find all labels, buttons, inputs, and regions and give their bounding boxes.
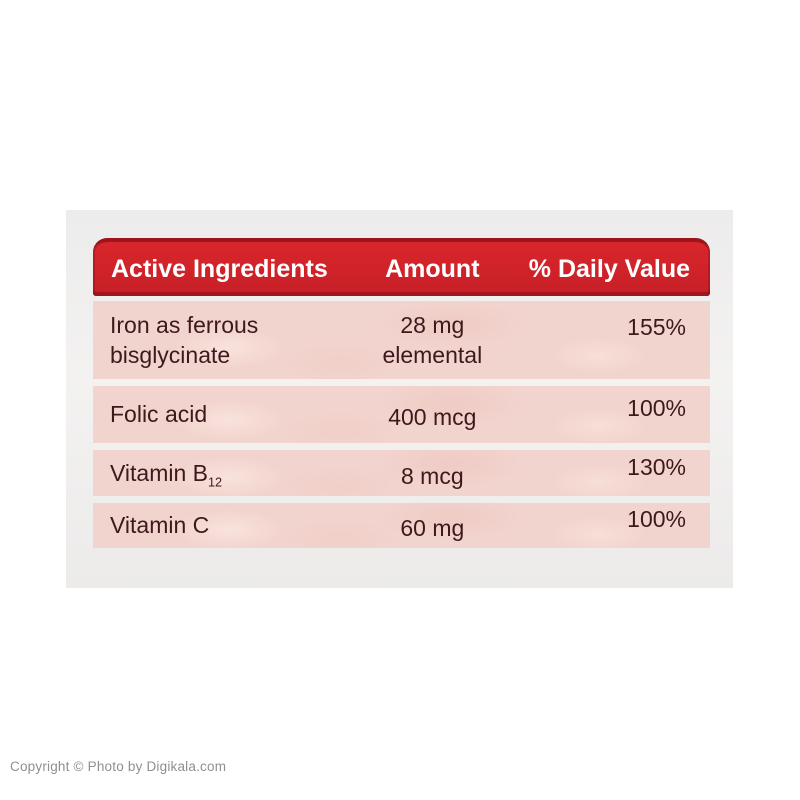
daily-value-cell: 155% xyxy=(627,314,686,340)
ingredient-cell: Vitamin C xyxy=(93,510,352,540)
ingredient-name-line1: Iron as ferrous xyxy=(110,312,259,338)
header-cell-active-ingredients: Active Ingredients xyxy=(111,254,328,283)
active-ingredients-table: Active Ingredients Amount % Daily Value … xyxy=(93,238,710,555)
daily-value-cell: 100% xyxy=(627,395,686,422)
daily-value-cell: 100% xyxy=(627,506,686,533)
ingredient-name: Vitamin B xyxy=(110,459,209,486)
ingredient-cell: Vitamin B12 xyxy=(93,458,352,490)
ingredient-name: Folic acid xyxy=(110,401,208,428)
ingredient-cell: Iron as ferrous bisglycinate xyxy=(93,310,352,371)
ingredient-cell: Folic acid xyxy=(93,399,352,429)
copyright-watermark: Copyright © Photo by Digikala.com xyxy=(10,759,227,774)
product-photo: Active Ingredients Amount % Daily Value … xyxy=(66,210,733,588)
amount-cell: 400 mcg xyxy=(388,404,477,431)
table-row: Folic acid 400 mcg 100% xyxy=(93,386,710,443)
amount-line1: 28 mg xyxy=(400,312,465,338)
amount-line2: elemental xyxy=(382,342,483,369)
amount-cell: 60 mg xyxy=(400,515,465,542)
table-row: Vitamin C 60 mg 100% xyxy=(93,503,710,548)
daily-value-cell: 130% xyxy=(627,453,686,480)
amount-cell: 8 mcg xyxy=(401,462,464,489)
table-header-row: Active Ingredients Amount % Daily Value xyxy=(93,238,710,296)
header-cell-daily-value: % Daily Value xyxy=(528,254,690,283)
ingredient-name: Vitamin C xyxy=(110,512,210,539)
table-row: Iron as ferrous bisglycinate 28 mg eleme… xyxy=(93,301,710,379)
ingredient-name-line2: bisglycinate xyxy=(110,342,231,369)
table-row: Vitamin B12 8 mcg 130% xyxy=(93,450,710,496)
amount-cell: 28 mg elemental xyxy=(352,310,512,371)
ingredient-subscript: 12 xyxy=(208,475,223,490)
header-cell-amount: Amount xyxy=(385,254,480,283)
